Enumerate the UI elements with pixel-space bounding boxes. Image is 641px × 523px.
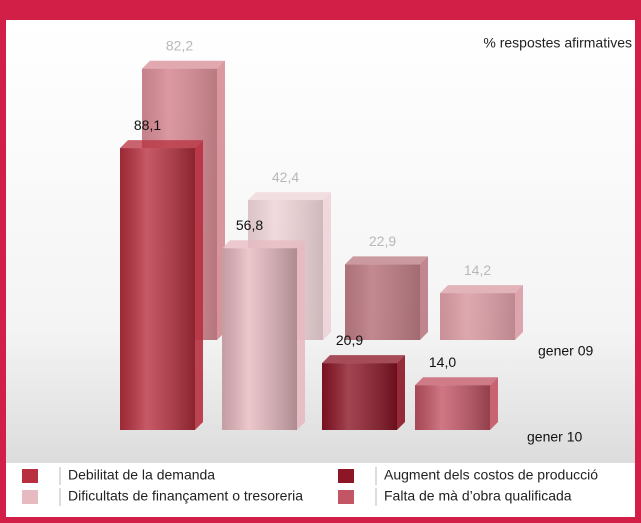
value-label: 20,9: [336, 332, 363, 348]
bar-top: [248, 192, 331, 201]
bar-top: [415, 377, 498, 386]
legend-swatch: [338, 490, 354, 504]
bar-shade: [415, 385, 490, 430]
value-label: 88,1: [134, 117, 161, 133]
value-label: 56,8: [236, 217, 263, 233]
bar-top: [142, 60, 225, 69]
legend-swatch: [22, 469, 38, 483]
bar-shade: [120, 148, 195, 430]
legend-swatch: [338, 469, 354, 483]
bar-top: [440, 285, 523, 294]
bar-side: [397, 355, 405, 430]
legend-label: Falta de mà d’obra qualificada: [384, 488, 572, 504]
legend-label: Augment dels costos de producció: [384, 467, 598, 483]
bar-top: [222, 240, 305, 249]
bar-side: [490, 377, 498, 430]
bar-shade: [345, 264, 420, 340]
value-label: 22,9: [369, 233, 396, 249]
value-label: 14,2: [464, 262, 491, 278]
value-label: 14,0: [429, 354, 456, 370]
chart-title: % respostes afirmatives: [483, 35, 632, 51]
legend-background: [6, 463, 635, 517]
bar-side: [323, 192, 331, 340]
legend-label: Dificultats de finançament o tresoreria: [68, 488, 303, 504]
bar-top: [322, 355, 405, 364]
bar-shade: [222, 248, 297, 430]
bar-top: [345, 256, 428, 265]
row-label: gener 09: [538, 343, 593, 359]
legend-swatch: [22, 490, 38, 504]
bar-side: [515, 285, 523, 340]
bar-top: [120, 140, 203, 149]
bar-shade: [440, 293, 515, 340]
bar-side: [297, 240, 305, 430]
bar-side: [420, 256, 428, 340]
row-label: gener 10: [527, 429, 582, 445]
value-label: 82,2: [166, 37, 193, 53]
value-label: 42,4: [272, 169, 299, 185]
bar-side: [195, 140, 203, 430]
bar-shade: [322, 363, 397, 430]
legend-label: Debilitat de la demanda: [68, 467, 215, 483]
